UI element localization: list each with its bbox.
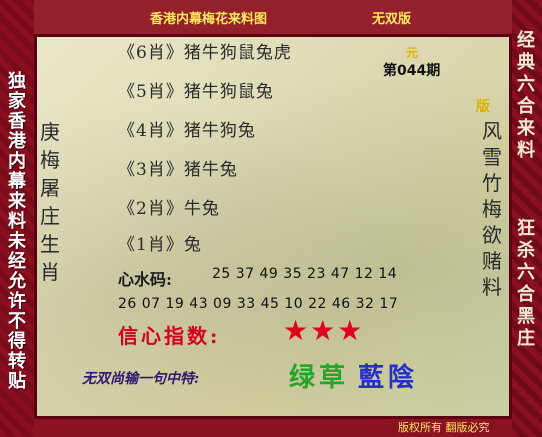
calligraphy-right: 风雪竹梅欲赌料 [479, 118, 505, 300]
left-vertical-char: 独 [8, 71, 26, 92]
right-vertical-bottom-char: 庄 [517, 328, 535, 349]
left-vertical-text: 独家香港内幕来料未经允许不得转贴 [6, 72, 28, 392]
calligraphy-left-char: 庄 [40, 204, 60, 228]
left-vertical-char: 来 [8, 191, 26, 212]
right-vertical-top-char: 来 [517, 118, 535, 139]
confidence-stars: ★★★ [283, 314, 365, 347]
footer-band [34, 419, 512, 437]
copyright-footer: 版权所有 翻版必究 [398, 421, 490, 434]
left-vertical-char: 港 [8, 131, 26, 152]
calligraphy-right-char: 赌 [482, 249, 502, 273]
calligraphy-left: 庚梅屠庄生肖 [38, 118, 62, 286]
tier-text: 牛兔 [183, 199, 220, 219]
calligraphy-right-char: 梅 [482, 197, 502, 221]
left-border [0, 0, 34, 437]
tier-label: 《1肖》 [118, 235, 184, 255]
left-vertical-char: 幕 [8, 171, 26, 192]
edition-badge: 无双版 [372, 12, 412, 27]
tier-text: 猪牛兔 [183, 160, 238, 180]
tier-1: 《1肖》兔 [118, 230, 202, 255]
calligraphy-right-char: 雪 [482, 145, 502, 169]
left-vertical-char: 未 [8, 231, 26, 252]
right-border [512, 0, 542, 437]
tier-label: 《2肖》 [118, 199, 184, 219]
tier-label: 《6肖》 [118, 43, 184, 63]
issue-number: 第044期 [383, 63, 441, 79]
left-vertical-char: 不 [8, 311, 26, 332]
right-vertical-bottom-char: 合 [517, 284, 535, 305]
left-vertical-char: 内 [8, 151, 26, 172]
right-vertical-bottom-char: 六 [517, 262, 535, 283]
tier-label: 《3肖》 [118, 160, 184, 180]
right-vertical-top-char: 经 [517, 30, 535, 51]
tier-label: 《5肖》 [118, 82, 184, 102]
ban-mark: 版 [476, 99, 490, 115]
calligraphy-left-char: 生 [40, 232, 60, 256]
color-word-blue: 藍陰 [358, 363, 419, 393]
left-vertical-char: 料 [8, 211, 26, 232]
left-vertical-char: 经 [8, 251, 26, 272]
calligraphy-right-char: 料 [482, 275, 502, 299]
right-vertical-top-char: 六 [517, 74, 535, 95]
left-vertical-char: 家 [8, 91, 26, 112]
tier-label: 《4肖》 [118, 121, 184, 141]
tier-3: 《3肖》猪牛兔 [118, 155, 238, 180]
right-vertical-bottom-char: 杀 [517, 240, 535, 261]
confidence-label: 信心指数: [118, 324, 221, 348]
right-vertical-top-char: 典 [517, 52, 535, 73]
tier-2: 《2肖》牛兔 [118, 194, 220, 219]
right-vertical-top-char: 料 [517, 140, 535, 161]
heart-numbers-label: 心水码: [118, 270, 172, 289]
slogan: 无双尚输一句中特: [82, 371, 200, 387]
calligraphy-left-char: 屠 [40, 176, 60, 200]
calligraphy-right-char: 欲 [482, 223, 502, 247]
left-vertical-char: 转 [8, 351, 26, 372]
right-vertical-top-char: 合 [517, 96, 535, 117]
calligraphy-right-char: 风 [482, 119, 502, 143]
heart-numbers-line-1: 25 37 49 35 23 47 12 14 [212, 266, 398, 282]
right-vertical-bottom-char: 狂 [517, 218, 535, 239]
calligraphy-left-char: 肖 [40, 260, 60, 284]
content-panel [34, 34, 512, 419]
left-vertical-char: 香 [8, 111, 26, 132]
yuan-mark: 元 [406, 46, 419, 60]
right-vertical-text-top: 经典六合来料 [514, 30, 538, 162]
tier-6: 《6肖》猪牛狗鼠兔虎 [118, 38, 292, 63]
tier-5: 《5肖》猪牛狗鼠兔 [118, 77, 274, 102]
tier-text: 猪牛狗鼠兔虎 [183, 43, 292, 63]
right-vertical-text-bottom: 狂杀六合黑庄 [514, 218, 538, 350]
right-vertical-bottom-char: 黑 [517, 306, 535, 327]
calligraphy-left-char: 庚 [40, 120, 60, 144]
left-vertical-char: 允 [8, 271, 26, 292]
tier-text: 兔 [183, 235, 202, 255]
left-vertical-char: 得 [8, 331, 26, 352]
tier-text: 猪牛狗兔 [183, 121, 256, 141]
left-vertical-char: 贴 [8, 371, 26, 392]
tier-4: 《4肖》猪牛狗兔 [118, 116, 256, 141]
poster-title: 香港内幕梅花来料图 [150, 12, 268, 27]
top-band [34, 0, 512, 34]
heart-numbers-line-2: 26 07 19 43 09 33 45 10 22 46 32 17 [118, 296, 399, 312]
calligraphy-right-char: 竹 [482, 171, 502, 195]
calligraphy-left-char: 梅 [40, 148, 60, 172]
tier-text: 猪牛狗鼠兔 [183, 82, 274, 102]
color-word-green: 绿草 [289, 363, 350, 393]
left-vertical-char: 许 [8, 291, 26, 312]
